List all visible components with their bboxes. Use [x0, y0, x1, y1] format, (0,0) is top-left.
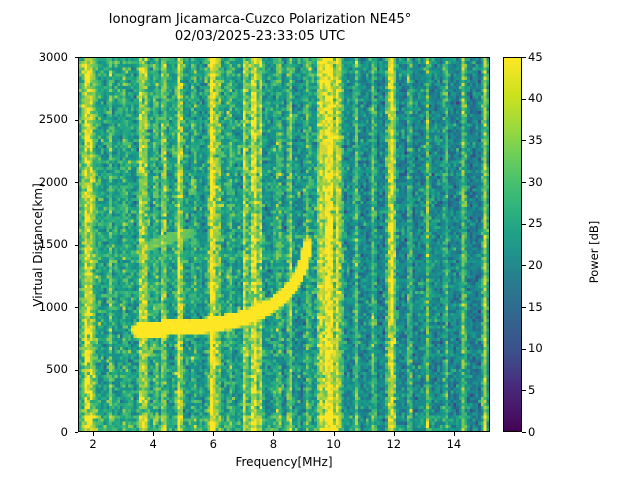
y-tick [74, 307, 78, 308]
x-tick-label: 6 [209, 437, 217, 451]
colorbar-tick [522, 182, 526, 183]
colorbar-tick [522, 390, 526, 392]
colorbar-tick [522, 140, 526, 142]
y-tick-label: 1500 [38, 237, 68, 251]
y-tick-label: 0 [60, 424, 68, 439]
x-tick [453, 432, 455, 436]
colorbar-tick-label: 45 [528, 49, 543, 64]
colorbar-tick-label: 30 [528, 174, 543, 189]
y-tick [74, 119, 78, 121]
y-tick-label: 2500 [38, 112, 68, 126]
ionogram-heatmap [79, 58, 489, 431]
colorbar [503, 57, 522, 432]
colorbar-tick [522, 98, 526, 100]
ionogram-axes [78, 57, 490, 432]
ionogram-image [79, 58, 489, 431]
colorbar-label: Power [dB] [587, 220, 601, 284]
x-tick-label: 10 [326, 437, 341, 451]
colorbar-tick-label: 0 [528, 424, 536, 439]
y-tick-label: 500 [46, 362, 68, 376]
y-tick [74, 369, 78, 371]
colorbar-tick [522, 223, 526, 225]
colorbar-tick [522, 265, 526, 267]
colorbar-tick-label: 10 [528, 341, 543, 356]
colorbar-tick [522, 307, 526, 308]
x-tick [333, 432, 335, 436]
colorbar-tick [522, 348, 526, 350]
x-tick-label: 12 [386, 437, 402, 451]
x-tick-label: 4 [149, 437, 157, 451]
x-tick [273, 432, 275, 436]
x-axis-label: Frequency[MHz] [235, 455, 333, 469]
colorbar-tick [522, 432, 526, 433]
y-axis-label: Virtual Distance[km] [31, 183, 45, 307]
colorbar-tick-label: 20 [528, 257, 543, 272]
colorbar-tick-label: 25 [528, 216, 543, 231]
x-tick [213, 432, 215, 436]
colorbar-tick-label: 15 [528, 299, 543, 314]
colorbar-tick-label: 35 [528, 132, 543, 147]
x-tick [93, 432, 95, 436]
x-tick-label: 14 [446, 437, 462, 451]
x-tick [393, 432, 395, 436]
colorbar-tick-label: 40 [528, 91, 543, 106]
y-tick [74, 432, 78, 433]
y-tick-label: 3000 [38, 49, 68, 64]
y-tick-label: 2000 [38, 174, 68, 189]
y-tick [74, 244, 78, 246]
y-tick [74, 182, 78, 183]
figure-title: Ionogram Jicamarca-Cuzco Polarization NE… [108, 12, 412, 44]
y-tick [74, 57, 78, 58]
x-tick-label: 2 [89, 437, 97, 451]
colorbar-tick-label: 5 [528, 382, 536, 397]
x-tick [153, 432, 155, 436]
colorbar-tick [522, 57, 526, 58]
x-tick-label: 8 [269, 437, 278, 451]
y-tick-label: 1000 [38, 299, 68, 314]
